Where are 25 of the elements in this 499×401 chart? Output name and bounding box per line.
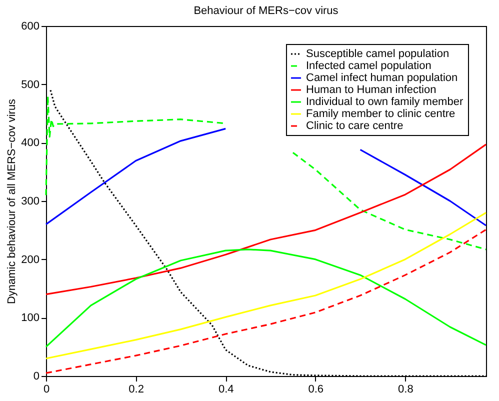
legend-label: Clinic to care centre — [306, 120, 404, 132]
legend-label: Infected camel population — [306, 60, 432, 72]
y-tick-label: 600 — [21, 20, 40, 32]
legend-label: Family member to clinic centre — [306, 108, 456, 120]
x-tick-label: 0.2 — [128, 384, 144, 396]
line-series — [45, 248, 487, 348]
x-tick-label: 0.4 — [218, 384, 234, 396]
x-tick-label: 0.6 — [308, 384, 324, 396]
legend-label: Human to Human infection — [306, 84, 436, 96]
x-tick-label: 0.8 — [398, 384, 414, 396]
line-series — [45, 144, 487, 296]
legend-label: Susceptible camel population — [306, 48, 450, 60]
y-axis-title: Dynamic behaviour of all MERS−cov virus — [6, 98, 18, 304]
line-series — [45, 228, 487, 374]
x-tick-label: 0 — [43, 384, 50, 396]
y-tick-label: 100 — [21, 312, 40, 324]
y-tick-label: 200 — [21, 254, 40, 266]
y-tick-label: 300 — [21, 196, 40, 208]
legend-label: Individual to own family member — [306, 96, 464, 108]
y-tick-label: 500 — [21, 78, 40, 91]
y-tick-label: 400 — [21, 137, 40, 150]
line-series — [45, 212, 487, 360]
chart-title: Behaviour of MERs−cov virus — [194, 5, 339, 17]
legend-label: Camel infect human population — [306, 72, 458, 84]
y-tick-label: 0 — [33, 370, 40, 382]
